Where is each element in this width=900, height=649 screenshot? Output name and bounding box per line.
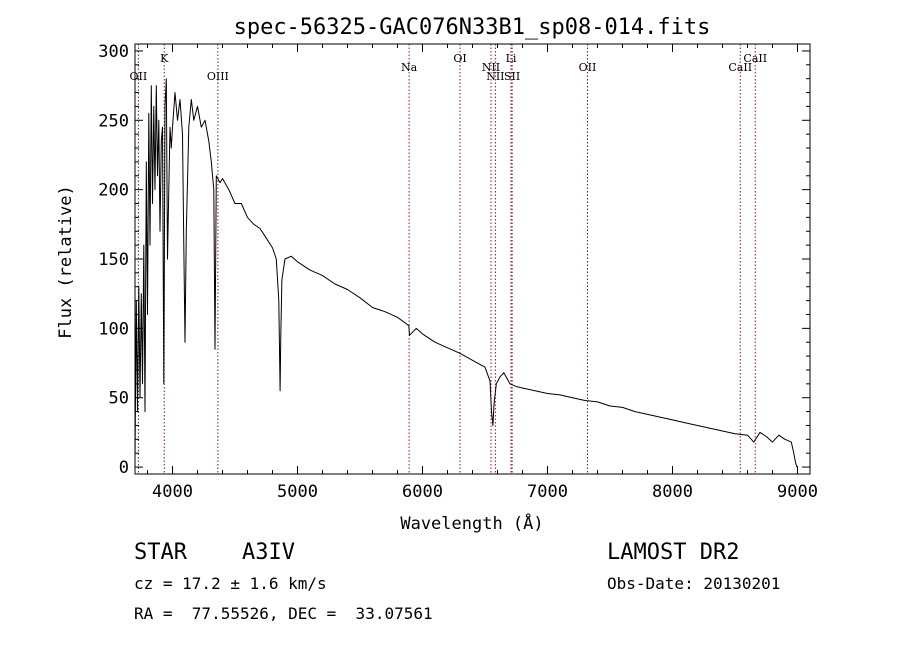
object-class: STAR [134,540,187,565]
y-tick-label-4: 200 [98,181,129,201]
survey-name: LAMOST DR2 [607,540,740,565]
line-label-2: OIII [207,70,229,83]
line-label-6: NII [486,70,504,83]
chart-title: spec-56325-GAC076N33B1_sp08-014.fits [234,15,711,40]
line-label-10: CaII [728,61,752,74]
y-tick-label-0: 0 [119,458,129,478]
line-label-3: Na [401,61,418,74]
y-tick-label-5: 250 [98,111,129,131]
plot-frame [134,43,811,475]
y-tick-label-3: 150 [98,250,129,270]
x-tick-label-2: 6000 [402,482,443,502]
line-label-0: OII [130,70,148,83]
observation-date: Obs-Date: 20130201 [607,574,781,593]
y-tick-label-2: 100 [98,319,129,339]
line-label-7: Li [506,52,517,65]
x-tick-label-4: 8000 [652,482,693,502]
spectrum-line [134,78,798,468]
y-tick-label-1: 50 [109,389,129,409]
x-tick-label-1: 5000 [277,482,318,502]
x-axis-label: Wavelength (Å) [400,512,543,534]
redshift-info: cz = 17.2 ± 1.6 km/s [134,574,327,593]
line-label-8: SII [504,70,520,83]
x-tick-label-0: 4000 [152,482,193,502]
line-label-4: OI [453,52,466,65]
spectral-subclass: A3IV [242,540,295,565]
line-label-1: K [160,52,169,65]
y-tick-label-6: 300 [98,42,129,62]
y-axis-label: Flux (relative) [56,185,76,339]
line-label-5: NII [482,61,500,74]
coordinates: RA = 77.55526, DEC = 33.07561 [134,604,433,623]
x-tick-label-3: 7000 [527,482,568,502]
x-tick-label-5: 9000 [777,482,818,502]
line-label-9: OII [579,61,597,74]
line-label-11: CaII [743,52,767,65]
